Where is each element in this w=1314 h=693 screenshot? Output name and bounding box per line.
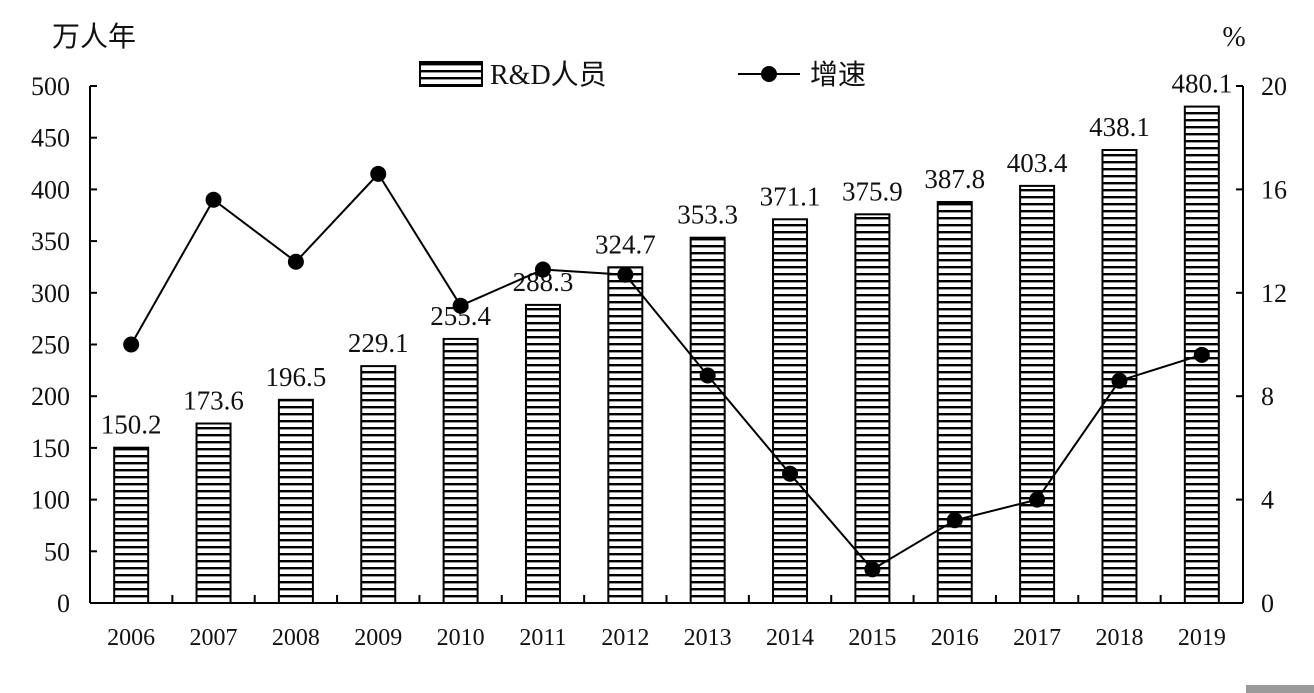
x-tick-label-2014: 2014: [766, 625, 814, 651]
y-axis-unit: 万人年: [52, 21, 136, 53]
growth-point-2016: [946, 512, 963, 529]
growth-point-2006: [123, 336, 140, 353]
growth-point-2012: [617, 266, 634, 283]
bar-2015: [854, 213, 891, 604]
legend-line-label: 增速: [810, 59, 866, 91]
bar-label-2012: 324.7: [595, 229, 656, 259]
legend: R&D人员 增速: [419, 59, 866, 91]
growth-point-2018: [1111, 372, 1128, 389]
bar-label-2009: 229.1: [348, 328, 409, 358]
x-tick-label-2019: 2019: [1178, 625, 1226, 651]
bar-label-2016: 387.8: [924, 164, 985, 194]
y-tick-label-200: 200: [31, 382, 70, 411]
y2-axis-unit: %: [1222, 22, 1245, 53]
y-tick-label-250: 250: [31, 331, 70, 360]
bar-2010: [442, 337, 479, 604]
y2-tick-label-4: 4: [1261, 486, 1274, 515]
bar-data-labels: 150.2173.6196.5229.1255.4288.3324.7353.3…: [101, 69, 1232, 440]
x-tick-label-2016: 2016: [931, 625, 979, 651]
x-tick-label-2011: 2011: [519, 625, 566, 651]
y-tick-label-150: 150: [31, 434, 70, 463]
bar-label-2014: 371.1: [760, 181, 821, 211]
growth-point-2008: [287, 253, 304, 270]
legend-bar-swatch: [419, 61, 483, 87]
growth-point-2007: [205, 191, 222, 208]
x-tick-label-2012: 2012: [601, 625, 649, 651]
y-tick-label-400: 400: [31, 175, 70, 204]
y-tick-label-50: 50: [44, 537, 70, 566]
x-tick-label-2007: 2007: [190, 625, 238, 651]
x-tick-label-2018: 2018: [1095, 625, 1143, 651]
growth-point-2017: [1029, 491, 1046, 508]
growth-point-2014: [782, 465, 799, 482]
bar-label-2013: 353.3: [677, 200, 738, 230]
x-tick-label-2006: 2006: [107, 625, 155, 651]
bar-2006: [113, 446, 150, 604]
y-tick-label-500: 500: [31, 72, 70, 101]
bar-2012: [607, 266, 644, 604]
bar-label-2018: 438.1: [1089, 112, 1150, 142]
y2-tick-label-0: 0: [1261, 589, 1274, 618]
growth-point-2010: [452, 297, 469, 314]
axes: 0 50 100 150 200 250 300 350 400 450 500 0 4 8 12 16 20 2…: [31, 72, 1287, 651]
bar-2013: [689, 236, 726, 604]
legend-line-marker: [761, 66, 777, 82]
bar-label-2006: 150.2: [101, 410, 162, 440]
y2-tick-label-16: 16: [1261, 175, 1287, 204]
legend-bar-label: R&D人员: [490, 60, 607, 91]
bar-2017: [1019, 184, 1056, 604]
corner-decoration: [1246, 685, 1314, 693]
bar-2009: [360, 365, 397, 604]
y-tick-label-300: 300: [31, 279, 70, 308]
y2-tick-label-20: 20: [1261, 72, 1287, 101]
bar-label-2015: 375.9: [842, 176, 903, 206]
bar-label-2008: 196.5: [266, 362, 327, 392]
bar-label-2007: 173.6: [183, 385, 244, 415]
bar-2011: [524, 303, 561, 604]
bar-2016: [936, 201, 973, 604]
bar-series: [113, 105, 1220, 604]
growth-line: [130, 172, 1203, 571]
y-tick-label-350: 350: [31, 227, 70, 256]
x-tick-label-2015: 2015: [848, 625, 896, 651]
bar-2014: [772, 218, 809, 604]
bar-label-2017: 403.4: [1007, 148, 1068, 178]
x-tick-label-2010: 2010: [437, 625, 485, 651]
x-tick-label-2013: 2013: [684, 625, 732, 651]
x-tick-label-2009: 2009: [354, 625, 402, 651]
y-tick-label-450: 450: [31, 124, 70, 153]
y2-tick-label-8: 8: [1261, 382, 1274, 411]
y2-tick-label-12: 12: [1261, 279, 1287, 308]
bar-2008: [277, 398, 314, 604]
y-tick-label-100: 100: [31, 486, 70, 515]
bar-2007: [195, 422, 232, 604]
y-tick-label-0: 0: [57, 589, 70, 618]
growth-point-2013: [699, 367, 716, 384]
growth-point-2011: [534, 261, 551, 278]
x-tick-label-2017: 2017: [1013, 625, 1061, 651]
growth-point-2019: [1193, 346, 1210, 363]
growth-point-2009: [370, 165, 387, 182]
bar-label-2019: 480.1: [1171, 69, 1232, 99]
x-tick-label-2008: 2008: [272, 625, 320, 651]
line-series: [123, 165, 1210, 578]
growth-point-2015: [864, 561, 881, 578]
